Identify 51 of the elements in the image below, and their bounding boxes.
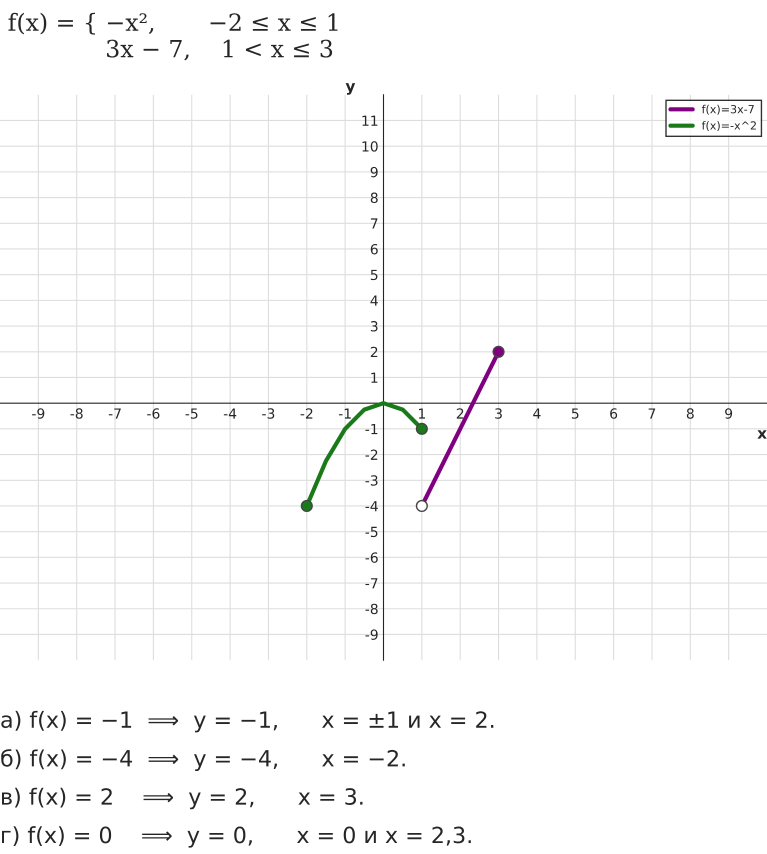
text: а) f(x) = −1 ⟹ y = −1, x = ±1 и x = 2. — [1, 710, 494, 732]
point — [492, 346, 505, 358]
y-tick-label: 7 — [370, 218, 378, 229]
x-tick-label: 6 — [610, 408, 618, 419]
x-tick-label: -3 — [262, 408, 274, 419]
x-tick-label: 4 — [533, 408, 541, 419]
y-tick-label: 5 — [370, 270, 378, 280]
x-tick-label: -5 — [186, 408, 198, 419]
x-tick-label: 7 — [648, 408, 656, 419]
y-tick-label: -6 — [365, 552, 378, 563]
y-tick-label: 4 — [370, 296, 378, 306]
x-tick-label: -1 — [338, 408, 351, 419]
y-tick-label: 8 — [370, 192, 378, 204]
text: в) f(x) = 2 ⟹ y = 2, x = 3. — [2, 788, 362, 810]
legend-label: f(x)=-x^2 — [702, 121, 756, 132]
text: б) f(x) = −4 ⟹ y = −4, x = −2. — [1, 749, 405, 772]
text: г) f(x) = 0 ⟹ y = 0, x = 0 и x = 2,3. — [2, 826, 471, 848]
legend-label: f(x)=3x-7 — [702, 104, 754, 115]
x-tick-label: -7 — [108, 408, 121, 419]
x-tick-label: 1 — [418, 408, 425, 419]
y-axis-title: y — [346, 83, 356, 95]
x-tick-label: 8 — [686, 408, 694, 419]
x-tick-label: -9 — [32, 408, 44, 419]
y-tick-label: 10 — [362, 141, 378, 152]
y-tick-label: -9 — [365, 629, 378, 640]
x-tick-label: -8 — [70, 408, 83, 419]
point — [300, 500, 313, 512]
x-axis-title: x — [757, 430, 767, 439]
chart-title: f(x) = { −x², −2 ≤ x ≤ 1 3x − 7, 1 < x ≤ 3 — [8, 12, 338, 60]
y-tick-label: 11 — [362, 116, 378, 126]
y-tick-label: 1 — [371, 372, 378, 383]
x-tick-label: 3 — [495, 408, 502, 419]
y-tick-label: 6 — [370, 244, 378, 254]
y-tick-label: -2 — [365, 450, 378, 460]
y-tick-label: 2 — [370, 346, 378, 358]
x-tick-label: 9 — [725, 408, 732, 419]
y-tick-label: 3 — [370, 321, 378, 332]
point — [416, 422, 428, 435]
y-tick-label: -7 — [365, 578, 378, 588]
y-tick-label: 9 — [370, 166, 378, 178]
x-tick-label: 2 — [456, 408, 464, 419]
x-tick-label: 5 — [572, 408, 578, 419]
x-tick-label: -6 — [147, 408, 160, 419]
x-tick-label: -4 — [224, 408, 236, 419]
y-tick-label: -1 — [365, 424, 378, 434]
y-tick-label: -5 — [365, 526, 378, 538]
point — [416, 500, 428, 512]
x-tick-label: -2 — [300, 408, 312, 419]
y-tick-label: -3 — [365, 475, 378, 486]
y-tick-label: -8 — [365, 604, 378, 614]
y-tick-label: -4 — [365, 501, 378, 512]
